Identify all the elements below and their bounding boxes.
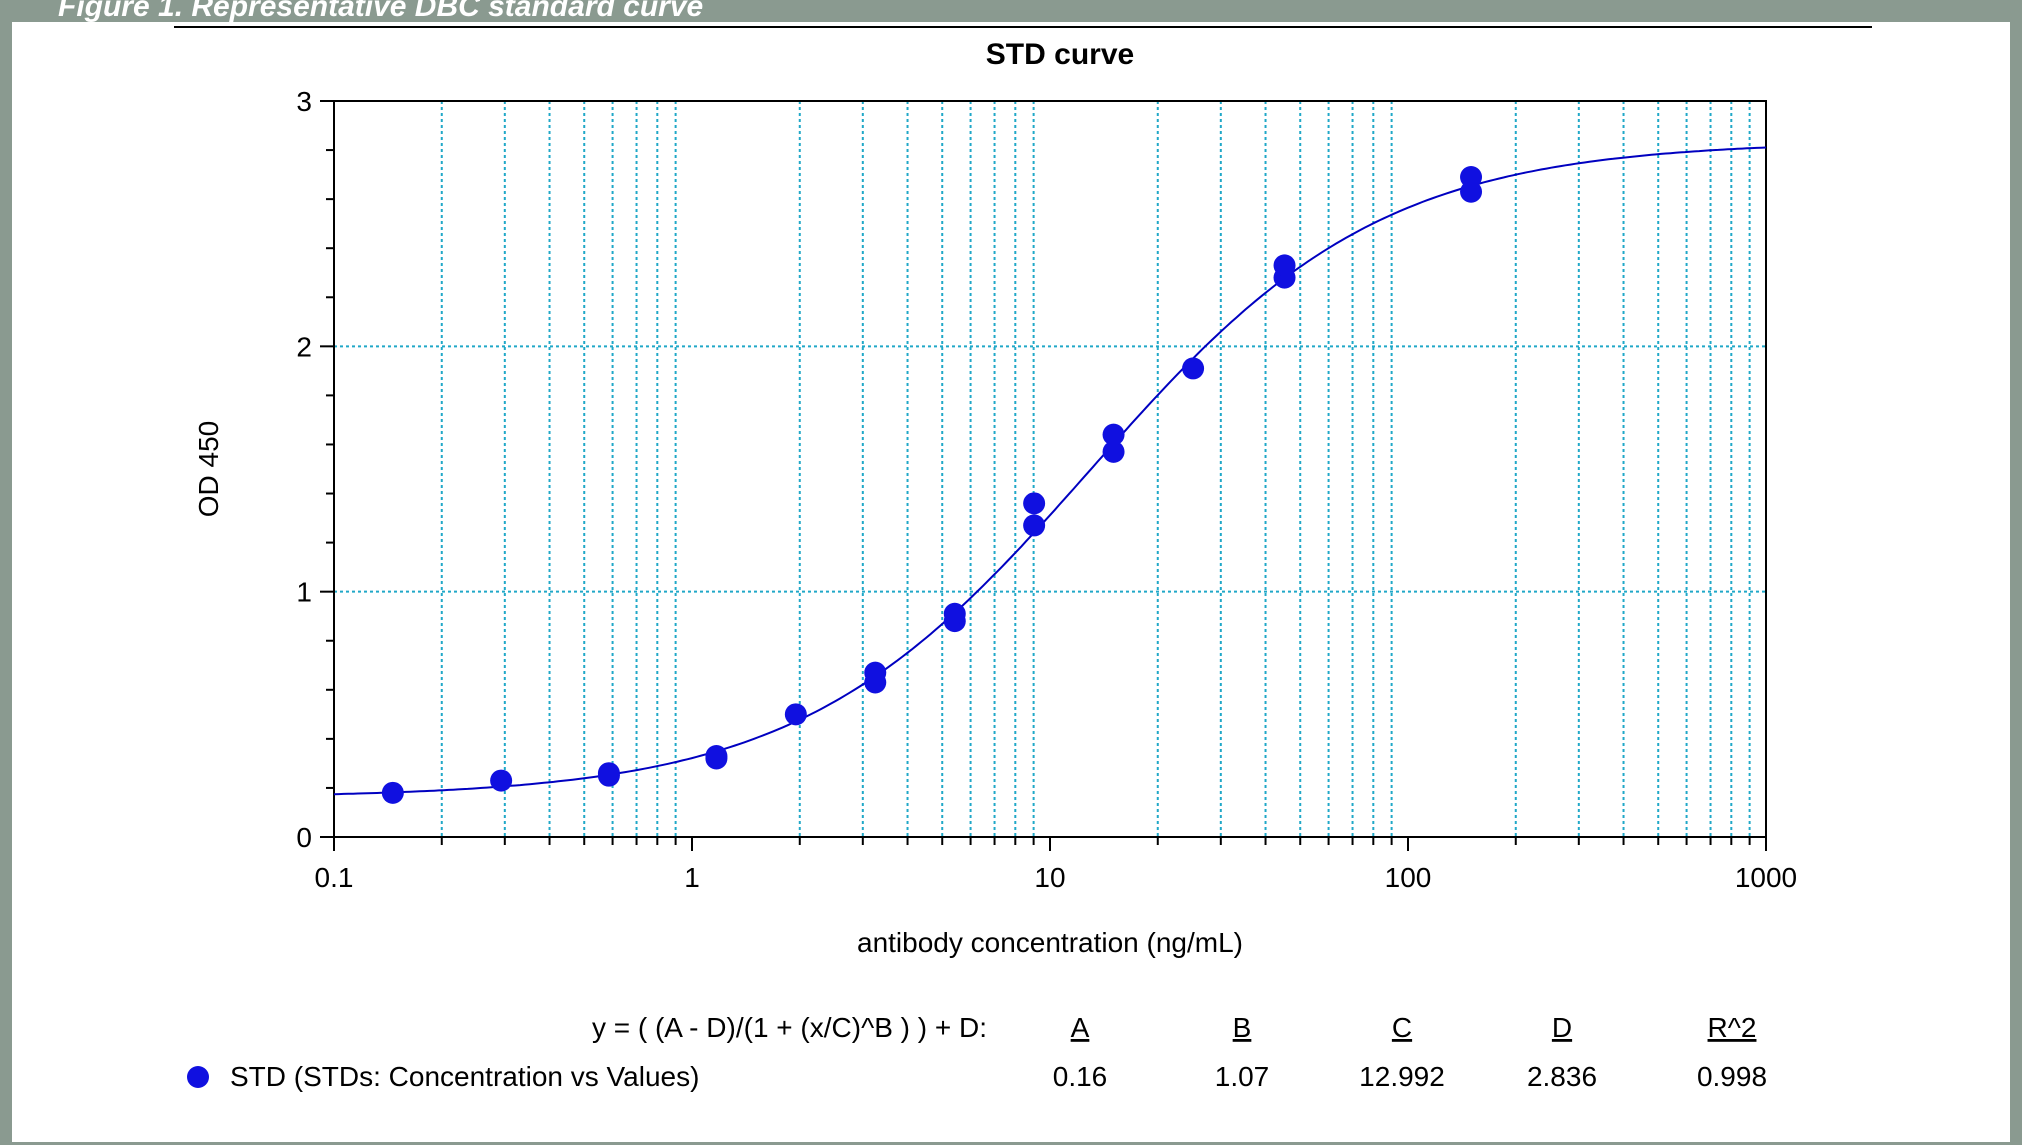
fit-curve: [333, 146, 1767, 796]
x-tick-label: 100: [1385, 862, 1432, 893]
data-point: [1023, 492, 1046, 515]
data-point: [490, 769, 513, 792]
fit-param-label: R^2: [1708, 1012, 1757, 1043]
fit-param-label: A: [1071, 1012, 1090, 1043]
std-curve-chart: STD curve 0.1 1 10 100 1000 0 1 2 3 antibody con…: [174, 26, 1872, 1092]
figure-caption: Figure 1. Representative DBC standard cu…: [58, 0, 704, 23]
y-axis-label: OD 450: [193, 421, 224, 518]
data-point: [1460, 166, 1483, 189]
data-point: [784, 703, 807, 726]
x-tick-label: 0.1: [315, 862, 354, 893]
x-axis-label: antibody concentration (ng/mL): [857, 927, 1243, 958]
y-tick-label: 2: [296, 331, 312, 362]
x-tick-label: 1: [684, 862, 700, 893]
data-point: [864, 661, 887, 684]
grid-lines: [334, 101, 1766, 837]
y-tick-label: 3: [296, 86, 312, 117]
x-tick-label: 10: [1034, 862, 1065, 893]
y-tick-label: 1: [296, 577, 312, 608]
fit-param-value: 0.998: [1697, 1061, 1767, 1092]
data-point: [1023, 514, 1046, 537]
tick-labels: 0.1 1 10 100 1000 0 1 2 3: [296, 86, 1797, 893]
fit-param-value: 2.836: [1527, 1061, 1597, 1092]
fit-param-value: 12.992: [1359, 1061, 1445, 1092]
chart-panel: STD curve 0.1 1 10 100 1000 0 1 2 3 antibody con…: [12, 22, 2010, 1142]
data-points: [381, 166, 1483, 804]
data-point: [1102, 440, 1125, 463]
fit-param-label: C: [1392, 1012, 1412, 1043]
legend-series-name: STD (STDs: Concentration vs Values): [230, 1061, 699, 1092]
data-point: [381, 781, 404, 804]
fit-param-value: 0.16: [1053, 1061, 1108, 1092]
data-point: [1102, 423, 1125, 446]
fit-equation: y = ( (A - D)/(1 + (x/C)^B ) ) + D:: [592, 1012, 987, 1043]
data-point: [705, 745, 728, 768]
axis-ticks: [320, 100, 1767, 851]
fit-param-label: D: [1552, 1012, 1572, 1043]
legend: y = ( (A - D)/(1 + (x/C)^B ) ) + D: STD …: [187, 1012, 1767, 1092]
fit-parameters: A 0.16 B 1.07 C 12.992 D 2.836 R^2 0.998: [1053, 1012, 1767, 1092]
y-tick-label: 0: [296, 822, 312, 853]
x-tick-label: 1000: [1735, 862, 1797, 893]
legend-marker: [187, 1066, 209, 1088]
data-point: [1273, 254, 1296, 277]
data-point: [597, 762, 620, 785]
fit-param-value: 1.07: [1215, 1061, 1270, 1092]
fit-param-label: B: [1233, 1012, 1252, 1043]
data-point: [943, 602, 966, 625]
data-point: [1182, 357, 1205, 380]
chart-title: STD curve: [986, 38, 1134, 71]
